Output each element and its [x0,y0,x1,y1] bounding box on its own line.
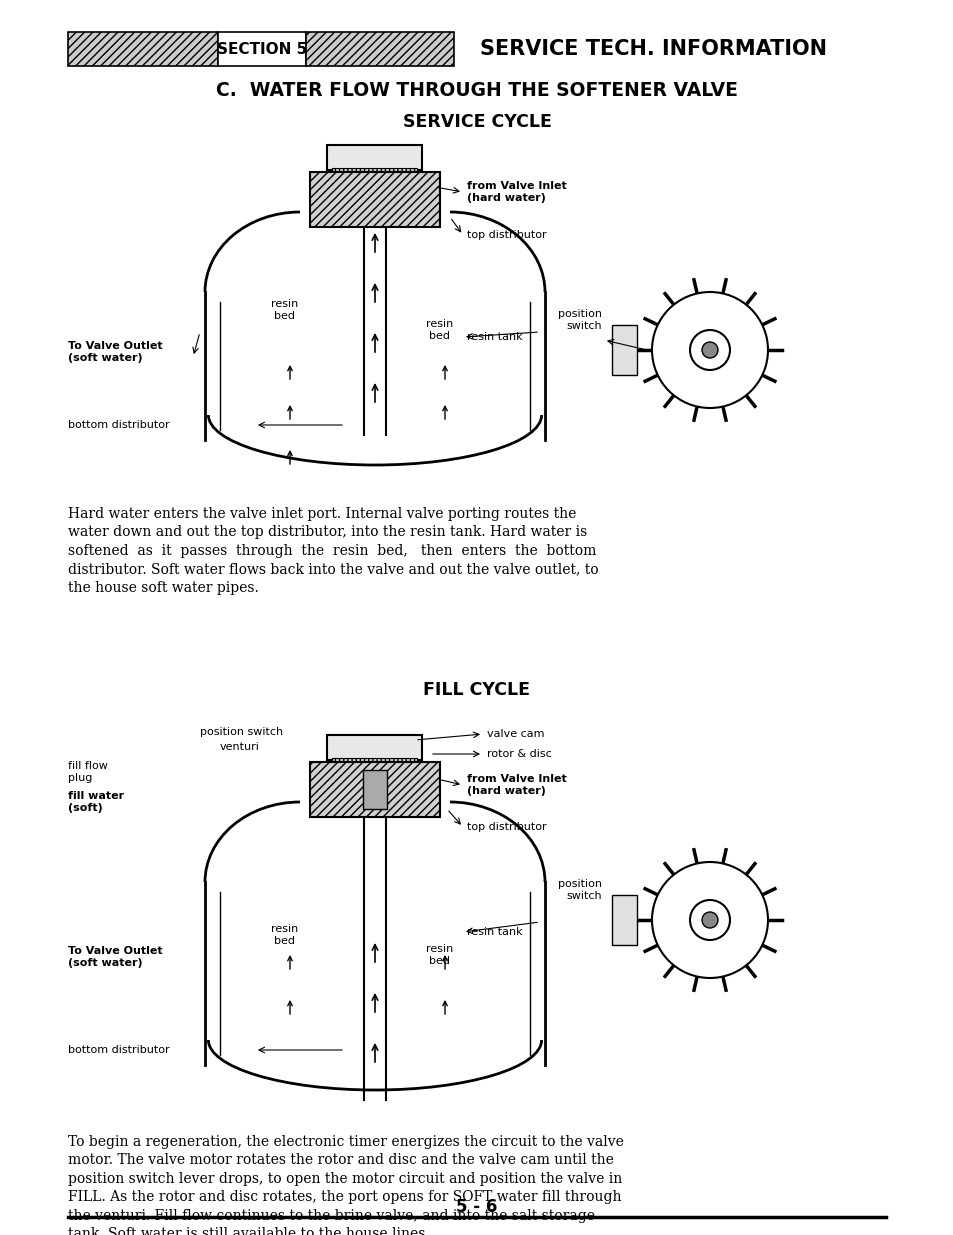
Text: resin tank: resin tank [467,927,522,937]
Text: resin
bed: resin bed [271,924,298,946]
Bar [306,32,454,65]
Text: fill water
(soft): fill water (soft) [68,792,124,813]
Bar [310,172,439,227]
Text: To Valve Outlet
(soft water): To Valve Outlet (soft water) [68,946,162,968]
Text: rotor & disc: rotor & disc [486,748,551,760]
Text: Hard water enters the valve inlet port. Internal valve porting routes the
water : Hard water enters the valve inlet port. … [68,508,598,594]
Text: resin
bed: resin bed [426,945,453,966]
Circle shape [701,342,718,358]
Text: top distributor: top distributor [467,823,546,832]
Text: resin
bed: resin bed [426,319,453,341]
Bar [612,895,637,945]
Text: C.  WATER FLOW THROUGH THE SOFTENER VALVE: C. WATER FLOW THROUGH THE SOFTENER VALVE [215,80,738,100]
Circle shape [689,900,729,940]
Circle shape [689,330,729,370]
Bar [218,32,306,65]
Bar [612,325,637,375]
Circle shape [651,862,767,978]
Bar [333,168,417,178]
Bar [310,762,439,818]
Text: To begin a regeneration, the electronic timer energizes the circuit to the valve: To begin a regeneration, the electronic … [68,1135,623,1235]
Circle shape [651,291,767,408]
Text: from Valve Inlet
(hard water): from Valve Inlet (hard water) [467,774,566,795]
Bar [68,32,218,65]
Bar [327,144,422,170]
Text: position switch: position switch [200,727,283,737]
Text: SECTION 5: SECTION 5 [216,42,307,57]
Text: fill flow
plug: fill flow plug [68,761,108,783]
Text: 5 - 6: 5 - 6 [456,1198,497,1216]
Text: SERVICE CYCLE: SERVICE CYCLE [402,112,551,131]
Text: top distributor: top distributor [467,230,546,240]
Bar [327,735,422,760]
Text: position
switch: position switch [558,879,601,900]
Text: To Valve Outlet
(soft water): To Valve Outlet (soft water) [68,341,162,363]
Text: valve cam: valve cam [486,729,544,739]
Bar [333,758,417,768]
Text: resin tank: resin tank [467,332,522,342]
Text: venturi: venturi [220,742,259,752]
Text: FILL CYCLE: FILL CYCLE [423,680,530,699]
Text: position
switch: position switch [558,309,601,331]
Bar [363,769,387,809]
Text: bottom distributor: bottom distributor [68,420,170,430]
Circle shape [701,911,718,927]
Text: from Valve Inlet
(hard water): from Valve Inlet (hard water) [467,182,566,203]
Text: bottom distributor: bottom distributor [68,1045,170,1055]
Text: resin
bed: resin bed [271,299,298,321]
Text: SERVICE TECH. INFORMATION: SERVICE TECH. INFORMATION [479,40,826,59]
